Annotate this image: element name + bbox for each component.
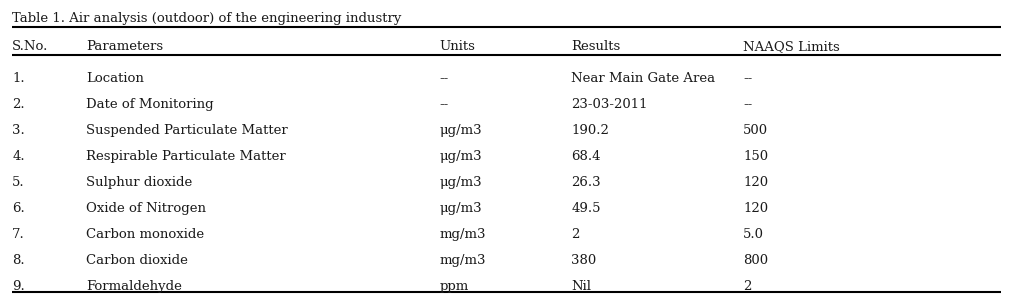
Text: 7.: 7. [12,228,25,241]
Text: ppm: ppm [440,280,469,293]
Text: --: -- [743,72,752,85]
Text: 9.: 9. [12,280,25,293]
Text: μg/m3: μg/m3 [440,124,482,137]
Text: --: -- [440,72,449,85]
Text: Sulphur dioxide: Sulphur dioxide [86,176,192,189]
Text: Oxide of Nitrogen: Oxide of Nitrogen [86,202,206,215]
Text: 26.3: 26.3 [571,176,601,189]
Text: --: -- [440,98,449,111]
Text: --: -- [743,98,752,111]
Text: 6.: 6. [12,202,25,215]
Text: Location: Location [86,72,144,85]
Text: 150: 150 [743,150,768,163]
Text: μg/m3: μg/m3 [440,202,482,215]
Text: 49.5: 49.5 [571,202,601,215]
Text: Formaldehyde: Formaldehyde [86,280,182,293]
Text: 120: 120 [743,176,768,189]
Text: 120: 120 [743,202,768,215]
Text: 2: 2 [571,228,579,241]
Text: Respirable Particulate Matter: Respirable Particulate Matter [86,150,286,163]
Text: Nil: Nil [571,280,591,293]
Text: mg/m3: mg/m3 [440,228,486,241]
Text: 500: 500 [743,124,768,137]
Text: Units: Units [440,40,475,53]
Text: 2.: 2. [12,98,24,111]
Text: Carbon monoxide: Carbon monoxide [86,228,204,241]
Text: 8.: 8. [12,254,24,267]
Text: 4.: 4. [12,150,24,163]
Text: S.No.: S.No. [12,40,49,53]
Text: Date of Monitoring: Date of Monitoring [86,98,213,111]
Text: Results: Results [571,40,621,53]
Text: Parameters: Parameters [86,40,163,53]
Text: Carbon dioxide: Carbon dioxide [86,254,188,267]
Text: 800: 800 [743,254,768,267]
Text: NAAQS Limits: NAAQS Limits [743,40,840,53]
Text: 3.: 3. [12,124,25,137]
Text: 68.4: 68.4 [571,150,601,163]
Text: μg/m3: μg/m3 [440,176,482,189]
Text: Near Main Gate Area: Near Main Gate Area [571,72,716,85]
Text: mg/m3: mg/m3 [440,254,486,267]
Text: 5.0: 5.0 [743,228,764,241]
Text: 190.2: 190.2 [571,124,609,137]
Text: 2: 2 [743,280,751,293]
Text: Table 1. Air analysis (outdoor) of the engineering industry: Table 1. Air analysis (outdoor) of the e… [12,12,401,25]
Text: 23-03-2011: 23-03-2011 [571,98,648,111]
Text: 380: 380 [571,254,596,267]
Text: Suspended Particulate Matter: Suspended Particulate Matter [86,124,288,137]
Text: μg/m3: μg/m3 [440,150,482,163]
Text: 1.: 1. [12,72,24,85]
Text: 5.: 5. [12,176,24,189]
